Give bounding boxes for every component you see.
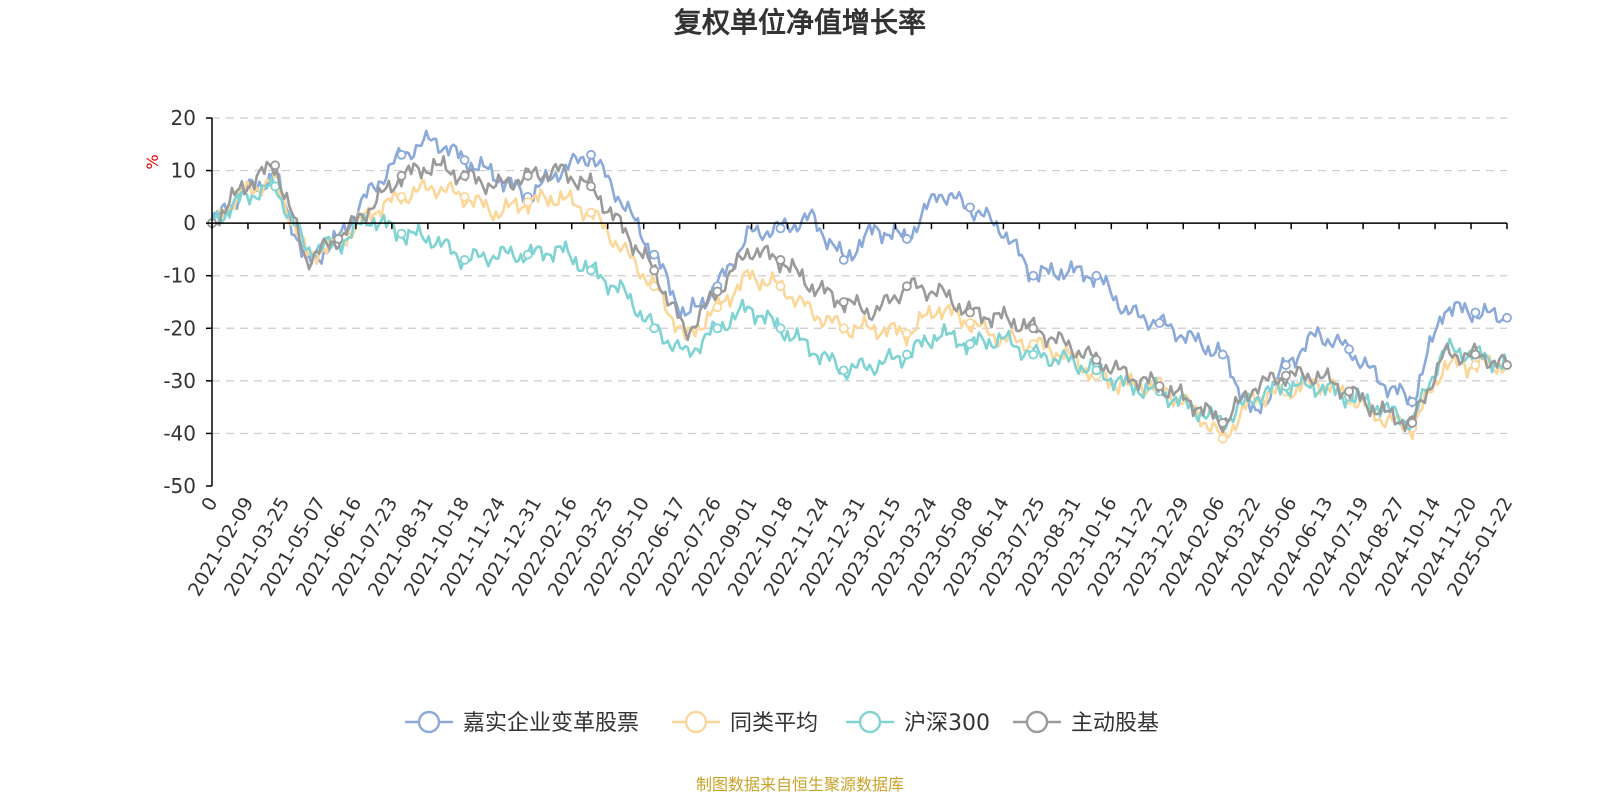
source-note: 制图数据来自恒生聚源数据库 [696, 775, 904, 794]
data-point [459, 170, 470, 181]
y-tick-label: -50 [163, 474, 196, 498]
y-tick-label: 20 [171, 106, 196, 130]
data-point [838, 365, 849, 376]
data-point [1344, 386, 1354, 397]
data-point [965, 307, 975, 318]
series-line [211, 170, 1509, 441]
data-point [1281, 370, 1291, 381]
data-point [965, 318, 975, 328]
legend-label: 嘉实企业变革股票 [463, 711, 639, 736]
x-tick-labels: 02021-02-092021-03-252021-05-072021-06-1… [184, 494, 1517, 601]
legend: 嘉实企业变革股票 同类平均 沪深300 主动股基 [405, 710, 1159, 736]
data-point [1470, 349, 1481, 360]
y-tick-label: -40 [163, 421, 196, 445]
data-point [649, 265, 660, 276]
data-point [459, 155, 470, 165]
data-point [270, 181, 281, 192]
data-point [1217, 433, 1228, 444]
data-point [1217, 349, 1228, 360]
legend-item[interactable]: 沪深300 [846, 710, 990, 736]
data-point [586, 265, 596, 276]
data-point [1091, 365, 1102, 376]
data-point [1502, 360, 1512, 370]
data-point [396, 149, 407, 160]
gridlines [212, 117, 1507, 435]
data-point [1344, 344, 1354, 355]
data-point [333, 234, 344, 244]
data-point [270, 160, 281, 171]
data-point [1028, 270, 1039, 281]
series-line [210, 129, 1508, 415]
legend-circle-icon [858, 710, 882, 734]
data-point [522, 249, 533, 260]
data-point [396, 228, 407, 239]
y-axis-unit: % [143, 154, 162, 169]
data-point [396, 191, 407, 202]
data-point [1091, 354, 1102, 365]
data-point [1281, 360, 1291, 370]
data-point [965, 339, 975, 349]
y-tick-label: -30 [163, 369, 196, 393]
y-tick-label: -10 [163, 264, 196, 288]
data-point [712, 302, 723, 313]
legend-label: 主动股基 [1071, 711, 1159, 736]
y-tick-label: 10 [171, 159, 196, 183]
series-line [211, 175, 1509, 431]
data-point [1470, 360, 1481, 370]
legend-item[interactable]: 主动股基 [1013, 710, 1159, 736]
data-point [775, 323, 786, 334]
data-point [965, 202, 975, 213]
legend-circle-icon [684, 710, 708, 734]
axes [206, 117, 1508, 487]
legend-item[interactable]: 嘉实企业变革股票 [405, 710, 639, 736]
data-point [901, 281, 912, 292]
y-tick-label: 0 [183, 211, 196, 235]
data-point [775, 281, 786, 292]
legend-item[interactable]: 同类平均 [672, 710, 818, 736]
series-lines [207, 129, 1512, 444]
data-point [1217, 418, 1228, 428]
legend-circle-icon [417, 710, 441, 734]
data-point [459, 255, 470, 265]
y-tick-labels: 20 10 0 -10 -20 -30 -40 -50 [163, 106, 196, 498]
legend-label: 同类平均 [730, 711, 818, 736]
data-point [901, 349, 912, 360]
data-point [901, 234, 912, 244]
data-point [586, 207, 596, 218]
data-point [838, 255, 849, 265]
data-point [586, 181, 596, 192]
y-tick-label: -20 [163, 316, 196, 340]
data-point [838, 323, 849, 334]
legend-circle-icon [1025, 710, 1049, 734]
data-point [901, 328, 912, 339]
data-point [1028, 349, 1039, 360]
data-point [775, 223, 786, 234]
legend-label: 沪深300 [904, 711, 990, 736]
data-point [522, 170, 533, 181]
data-point [1407, 418, 1418, 428]
data-point [775, 255, 786, 265]
data-point [1028, 323, 1039, 334]
x-tick-label: 0 [197, 494, 222, 515]
data-point [1091, 270, 1102, 281]
data-point [649, 323, 660, 334]
series-line [211, 155, 1509, 434]
data-point [396, 170, 407, 181]
data-point [712, 286, 723, 297]
data-point [459, 191, 470, 202]
data-point [522, 197, 533, 208]
data-point [1154, 381, 1165, 392]
data-point [586, 149, 596, 160]
data-point [838, 297, 849, 307]
data-point [1502, 312, 1512, 323]
chart-title: 复权单位净值增长率 [674, 6, 926, 39]
data-point [1470, 307, 1481, 318]
data-point [712, 323, 723, 334]
data-point [1407, 396, 1418, 407]
data-point [649, 249, 660, 260]
data-point [1154, 318, 1165, 328]
